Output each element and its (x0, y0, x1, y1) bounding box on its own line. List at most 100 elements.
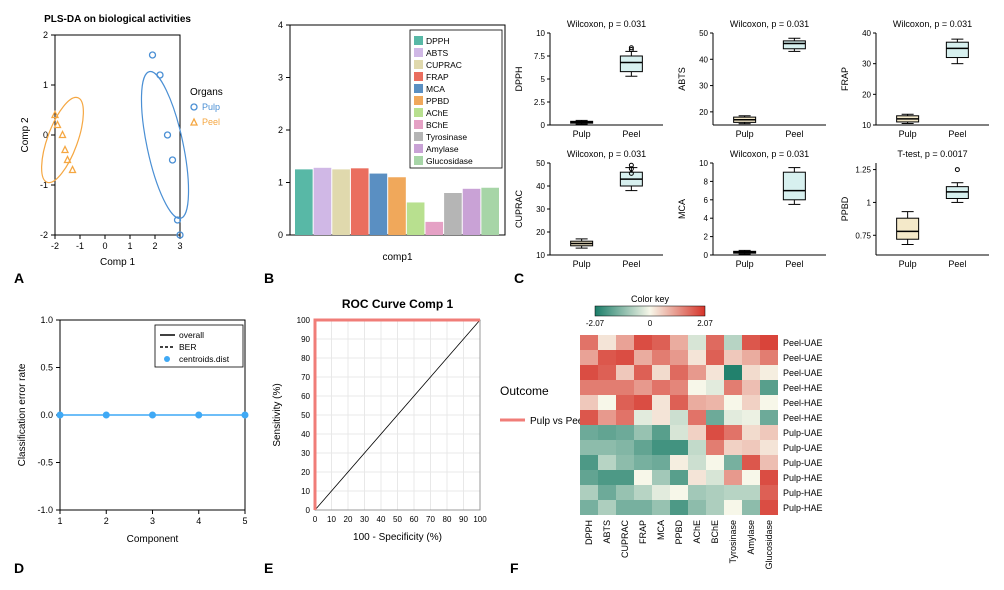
error-rate-chart: 12345-1.0-0.50.00.51.0ComponentClassific… (10, 290, 260, 580)
svg-text:-0.5: -0.5 (37, 458, 53, 468)
svg-text:CUPRAC: CUPRAC (620, 520, 630, 559)
svg-text:Pulp: Pulp (899, 259, 917, 269)
svg-text:10: 10 (327, 515, 336, 524)
svg-text:Peel-UAE: Peel-UAE (783, 353, 823, 363)
svg-text:20: 20 (699, 108, 708, 117)
panel-c-label: C (514, 270, 524, 286)
svg-text:6: 6 (704, 196, 709, 205)
svg-text:2: 2 (152, 241, 157, 251)
svg-text:20: 20 (344, 515, 353, 524)
svg-text:100: 100 (297, 316, 311, 325)
svg-text:-2.07: -2.07 (586, 319, 605, 328)
svg-text:60: 60 (301, 392, 310, 401)
svg-text:0: 0 (648, 319, 653, 328)
svg-text:4: 4 (196, 516, 201, 526)
svg-text:Peel: Peel (948, 129, 966, 139)
svg-text:Pulp-UAE: Pulp-UAE (783, 428, 823, 438)
svg-text:0: 0 (102, 241, 107, 251)
svg-text:Component: Component (127, 534, 179, 545)
svg-text:-1: -1 (40, 180, 48, 190)
svg-text:Peel: Peel (202, 117, 220, 127)
svg-text:40: 40 (377, 515, 386, 524)
svg-text:overall: overall (179, 330, 204, 340)
bar-chart: 01234comp1DPPHABTSCUPRACFRAPMCAPPBDAChEB… (260, 10, 510, 290)
svg-text:Tyrosinase: Tyrosinase (728, 520, 738, 564)
svg-text:Pulp: Pulp (573, 259, 591, 269)
svg-text:1: 1 (127, 241, 132, 251)
svg-text:comp1: comp1 (382, 252, 412, 263)
svg-text:50: 50 (301, 411, 310, 420)
panel-d-label: D (14, 560, 24, 576)
svg-text:20: 20 (862, 90, 871, 99)
svg-text:4: 4 (278, 20, 283, 30)
svg-text:30: 30 (699, 82, 708, 91)
panel-a-label: A (14, 270, 24, 286)
panel-a: PLS-DA on biological activities-2-10123-… (10, 10, 260, 290)
svg-text:FRAP: FRAP (840, 67, 850, 91)
svg-text:Peel-HAE: Peel-HAE (783, 383, 823, 393)
svg-text:Peel-HAE: Peel-HAE (783, 398, 823, 408)
svg-text:Pulp-HAE: Pulp-HAE (783, 488, 823, 498)
svg-text:30: 30 (536, 205, 545, 214)
svg-text:20: 20 (536, 228, 545, 237)
svg-text:80: 80 (301, 354, 310, 363)
svg-text:T-test, p = 0.0017: T-test, p = 0.0017 (897, 149, 967, 159)
svg-text:50: 50 (393, 515, 402, 524)
svg-text:2.5: 2.5 (534, 98, 546, 107)
svg-text:1: 1 (278, 178, 283, 188)
svg-text:30: 30 (301, 449, 310, 458)
svg-text:DPPH: DPPH (514, 66, 524, 91)
svg-text:ABTS: ABTS (677, 67, 687, 91)
svg-text:0: 0 (704, 251, 709, 260)
svg-text:70: 70 (301, 373, 310, 382)
svg-text:10: 10 (536, 251, 545, 260)
svg-text:ABTS: ABTS (602, 520, 612, 544)
svg-text:-1.0: -1.0 (37, 505, 53, 515)
svg-text:8: 8 (704, 177, 709, 186)
svg-text:40: 40 (699, 55, 708, 64)
svg-text:PPBD: PPBD (840, 196, 850, 221)
svg-text:Sensitivity (%): Sensitivity (%) (272, 383, 283, 446)
svg-text:Comp 2: Comp 2 (20, 117, 31, 152)
svg-text:Peel: Peel (785, 259, 803, 269)
svg-text:Amylase: Amylase (746, 520, 756, 555)
svg-text:Pulp: Pulp (573, 129, 591, 139)
svg-text:Pulp: Pulp (202, 102, 220, 112)
svg-text:0: 0 (541, 121, 546, 130)
svg-text:BER: BER (179, 342, 196, 352)
svg-text:PPBD: PPBD (426, 96, 449, 106)
svg-text:30: 30 (862, 60, 871, 69)
svg-text:FRAP: FRAP (426, 72, 449, 82)
svg-text:3: 3 (278, 73, 283, 83)
svg-text:Pulp-UAE: Pulp-UAE (783, 458, 823, 468)
svg-text:0: 0 (313, 515, 318, 524)
panel-f: Color key-2.0702.07Peel-UAEPeel-UAEPeel-… (410, 290, 1000, 580)
boxplot-grid: Wilcoxon, p = 0.03102.557.510DPPHPulpPee… (510, 10, 1000, 290)
panel-f-label: F (510, 560, 519, 576)
svg-text:Pulp: Pulp (736, 259, 754, 269)
svg-text:BChE: BChE (710, 520, 720, 544)
svg-text:10: 10 (862, 121, 871, 130)
svg-text:MCA: MCA (677, 199, 687, 219)
svg-text:0: 0 (278, 230, 283, 240)
svg-text:10: 10 (301, 487, 310, 496)
panel-b-label: B (264, 270, 274, 286)
svg-text:7.5: 7.5 (534, 52, 546, 61)
svg-text:MCA: MCA (656, 520, 666, 540)
heatmap: Color key-2.0702.07Peel-UAEPeel-UAEPeel-… (410, 290, 900, 580)
svg-text:10: 10 (536, 29, 545, 38)
svg-text:PLS-DA on biological activitie: PLS-DA on biological activities (44, 14, 191, 25)
svg-text:Wilcoxon, p = 0.031: Wilcoxon, p = 0.031 (567, 19, 646, 29)
plsda-scatter: PLS-DA on biological activities-2-10123-… (10, 10, 260, 290)
panel-b: 01234comp1DPPHABTSCUPRACFRAPMCAPPBDAChEB… (260, 10, 510, 290)
svg-text:1: 1 (57, 516, 62, 526)
svg-text:Peel: Peel (622, 259, 640, 269)
svg-text:Peel-UAE: Peel-UAE (783, 368, 823, 378)
svg-text:Glucosidase: Glucosidase (764, 520, 774, 570)
svg-text:90: 90 (301, 335, 310, 344)
svg-text:DPPH: DPPH (426, 36, 450, 46)
svg-text:FRAP: FRAP (638, 520, 648, 544)
svg-text:Wilcoxon, p = 0.031: Wilcoxon, p = 0.031 (730, 149, 809, 159)
svg-text:1: 1 (43, 80, 48, 90)
svg-text:4: 4 (704, 214, 709, 223)
